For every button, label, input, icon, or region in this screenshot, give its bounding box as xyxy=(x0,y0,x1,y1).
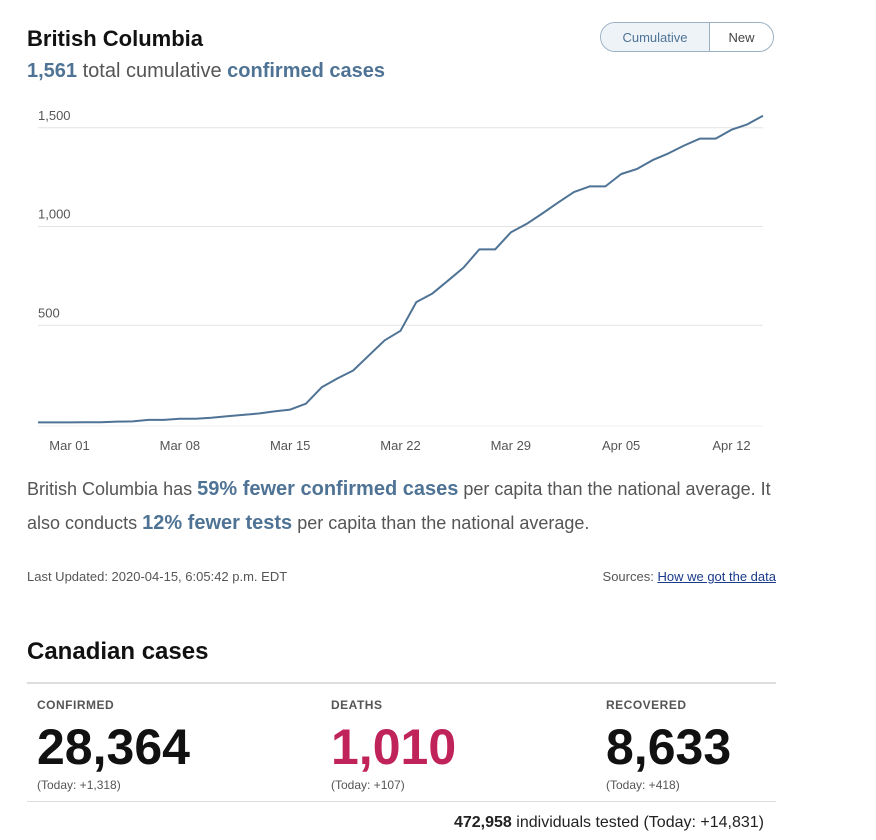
stat-confirmed: CONFIRMED 28,364 (Today: +1,318) xyxy=(37,698,190,792)
headline-number: 1,561 xyxy=(27,60,78,82)
y-tick-label: 500 xyxy=(38,305,60,320)
x-tick-label: Mar 22 xyxy=(380,438,420,453)
stat-deaths: DEATHS 1,010 (Today: +107) xyxy=(331,698,456,792)
tested-text: individuals tested (Today: +14,831) xyxy=(516,814,764,831)
stat-deaths-label: DEATHS xyxy=(331,698,383,712)
sources-label: Sources: xyxy=(602,569,654,584)
stat-recovered: RECOVERED 8,633 (Today: +418) xyxy=(606,698,731,792)
toggle-cumulative[interactable]: Cumulative xyxy=(601,23,710,51)
headline: 1,561 total cumulative confirmed cases xyxy=(27,60,385,83)
stat-recovered-value: 8,633 xyxy=(606,719,732,775)
summary-end: per capita than the national average. xyxy=(297,513,590,533)
x-tick-label: Mar 08 xyxy=(160,438,200,453)
view-toggle[interactable]: Cumulative New xyxy=(600,22,774,52)
region-header: British Columbia xyxy=(27,22,777,52)
stat-confirmed-label: CONFIRMED xyxy=(37,698,115,712)
x-tick-label: Mar 15 xyxy=(270,438,310,453)
y-tick-label: 1,500 xyxy=(38,108,71,123)
stat-confirmed-today: (Today: +1,318) xyxy=(37,778,121,792)
series-line-cumulative-cases xyxy=(38,114,764,424)
stat-recovered-today: (Today: +418) xyxy=(606,778,680,792)
summary-has: has xyxy=(163,479,193,499)
summary-paragraph: British Columbia has 59% fewer confirmed… xyxy=(27,472,777,540)
headline-emphasis: confirmed cases xyxy=(227,60,386,82)
individuals-tested: 472,958 individuals tested (Today: +14,8… xyxy=(454,814,764,832)
tested-number: 472,958 xyxy=(453,814,512,831)
summary-stat-cases: 59% fewer confirmed cases xyxy=(197,478,459,500)
region-title: British Columbia xyxy=(27,26,204,51)
last-updated: Last Updated: 2020-04-15, 6:05:42 p.m. E… xyxy=(27,569,288,584)
stat-recovered-label: RECOVERED xyxy=(606,698,687,712)
summary-stat-tests: 12% fewer tests xyxy=(142,512,293,534)
x-tick-label: Apr 12 xyxy=(712,438,750,453)
stat-deaths-value: 1,010 xyxy=(331,719,457,775)
canadian-cases-title: Canadian cases xyxy=(27,638,209,665)
x-tick-label: Mar 01 xyxy=(49,438,89,453)
y-tick-label: 1,000 xyxy=(38,207,71,222)
headline-text: total cumulative xyxy=(82,60,222,82)
stats-divider-bottom xyxy=(27,801,776,802)
sources: Sources: How we got the data xyxy=(603,569,776,584)
toggle-new[interactable]: New xyxy=(728,29,755,45)
stat-deaths-today: (Today: +107) xyxy=(331,778,405,792)
summary-mid: per capita than the national average. It… xyxy=(27,479,771,533)
summary-region: British Columbia xyxy=(27,479,159,499)
stats-divider-top xyxy=(27,682,776,684)
cases-line-chart: 500 1,000 1,500 Mar 01 Mar 08 Mar 15 Mar 22 Mar… xyxy=(38,108,764,453)
x-tick-label: Apr 05 xyxy=(602,438,640,453)
stat-confirmed-value: 28,364 xyxy=(37,719,190,775)
x-tick-label: Mar 29 xyxy=(491,438,531,453)
sources-link[interactable]: How we got the data xyxy=(657,569,776,584)
